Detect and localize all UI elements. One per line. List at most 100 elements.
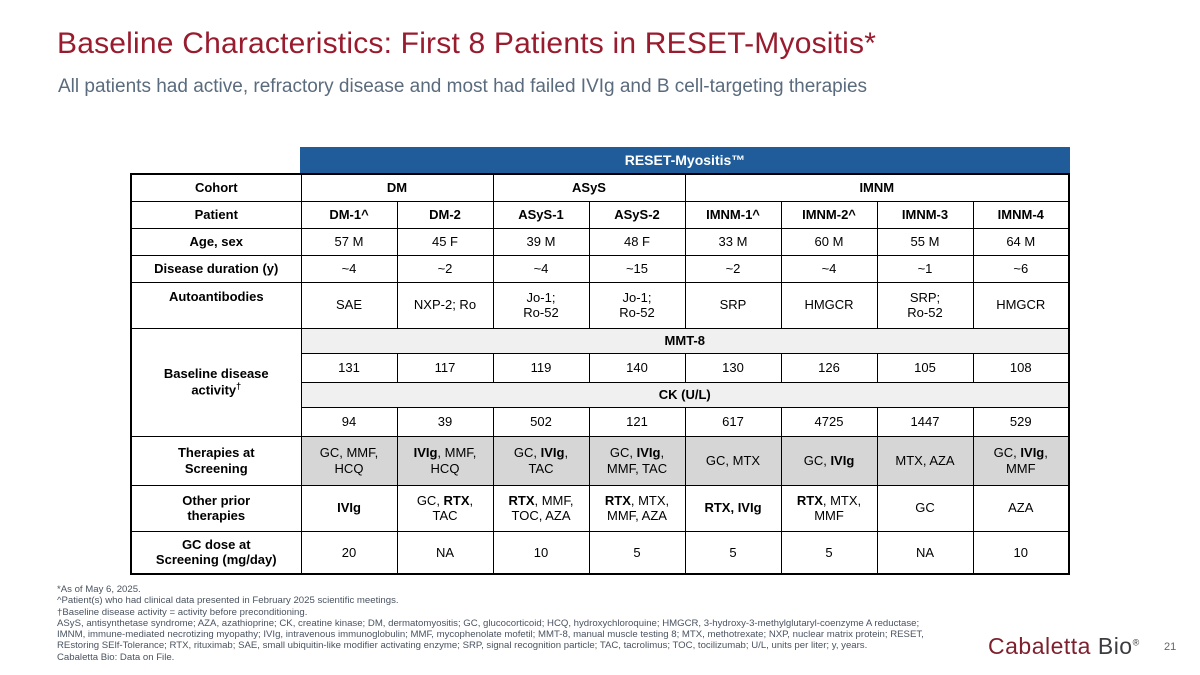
row-header-baseline-activity: Baseline disease activity† [130,327,302,437]
footnote-line: †Baseline disease activity = activity be… [57,606,308,618]
therapy-text: GC, MTX [705,452,761,468]
patient-cell: ASyS-1 [492,200,590,229]
registered-trademark-icon: ® [1132,637,1140,648]
table-row-other-prior-therapies: Other prior therapies IVIg GC, RTX, TAC … [130,484,1070,532]
prior-therapy-cell: GC, RTX, TAC [396,484,494,532]
logo-text-bio: Bio [1097,633,1133,659]
footnote-line: Cabaletta Bio: Data on File. [57,651,175,663]
mmt8-band-label: MMT-8 [300,327,1070,354]
therapy-text-bold: IVIg [636,445,661,461]
duration-cell: ~1 [876,254,974,283]
mmt8-cell: 140 [588,352,686,383]
prior-therapy-cell: AZA [972,484,1070,532]
therapy-text: GC, [513,445,541,461]
autoantibody-cell: NXP-2; Ro [396,281,494,329]
gc-dose-cell: 10 [972,530,1070,575]
therapy-text-bold: RTX [508,492,535,508]
footnote-line: ASyS, antisynthetase syndrome; AZA, azat… [57,617,920,629]
autoantibody-cell: HMGCR [780,281,878,329]
ck-band-label: CK (U/L) [300,381,1070,408]
row-header-patient: Patient [130,200,302,229]
therapy-text-bold: RTX [604,492,631,508]
duration-cell: ~15 [588,254,686,283]
patient-cell: IMNM-4 [972,200,1070,229]
prior-therapy-cell: GC [876,484,974,532]
table-row-age-sex: Age, sex 57 M 45 F 39 M 48 F 33 M 60 M 5… [130,227,1070,256]
age-sex-cell: 60 M [780,227,878,256]
table-row-cohort: Cohort DM ASyS IMNM [130,173,1070,202]
autoantibody-cell: Jo-1; Ro-52 [492,281,590,329]
gc-dose-cell: 5 [780,530,878,575]
table-row-patient: Patient DM-1^ DM-2 ASyS-1 ASyS-2 IMNM-1^… [130,200,1070,229]
age-sex-cell: 39 M [492,227,590,256]
mmt8-cell: 105 [876,352,974,383]
prior-therapy-cell: RTX, IVIg [684,484,782,532]
mmt8-cell: 126 [780,352,878,383]
baseline-characteristics-table: Cohort DM ASyS IMNM Patient DM-1^ DM-2 A… [130,173,1071,575]
table-row-mmt8-band: Baseline disease activity† MMT-8 [130,327,1070,437]
duration-cell: ~6 [972,254,1070,283]
therapy-text: , MMF [1005,445,1048,476]
therapy-cell: GC, MMF, HCQ [300,435,398,486]
therapy-text: GC, [803,452,831,468]
table-row-therapies-at-screening: Therapies at Screening GC, MMF, HCQ IVIg… [130,435,1070,486]
therapy-text: GC, MMF, HCQ [319,445,379,476]
table-row-mmt8-values: 131 117 119 140 130 126 105 108 [131,352,1070,383]
footnote-line: REstoring SElf-Tolerance; RTX, rituximab… [57,640,868,652]
table-banner-reset-myositis: RESET-Myositis™ [300,147,1070,173]
autoantibody-cell: HMGCR [972,281,1070,329]
therapy-cell: IVIg, MMF, HCQ [396,435,494,486]
therapy-cell: MTX, AZA [876,435,974,486]
age-sex-cell: 45 F [396,227,494,256]
duration-cell: ~4 [300,254,398,283]
ck-cell: 502 [492,406,590,437]
ck-cell: 94 [300,406,398,437]
gc-dose-cell: 5 [588,530,686,575]
table-row-gc-dose: GC dose at Screening (mg/day) 20 NA 10 5… [130,530,1070,575]
table-row-disease-duration: Disease duration (y) ~4 ~2 ~4 ~15 ~2 ~4 … [130,254,1070,283]
ck-cell: 4725 [780,406,878,437]
mmt8-cell: 131 [300,352,398,383]
therapy-text: GC, [993,445,1021,461]
patient-cell: DM-1^ [300,200,398,229]
therapy-text: , MMF, HCQ [430,445,477,476]
age-sex-cell: 48 F [588,227,686,256]
gc-dose-cell: NA [876,530,974,575]
therapy-text: , TAC [528,445,569,476]
baseline-activity-label: Baseline disease activity [163,366,269,398]
row-header-gc-dose: GC dose at Screening (mg/day) [130,530,302,575]
therapy-text: MTX, AZA [895,452,955,468]
prior-therapy-cell: IVIg [300,484,398,532]
patient-cell: ASyS-2 [588,200,686,229]
therapy-text: GC [915,500,935,516]
prior-therapy-cell: RTX, MTX, MMF [780,484,878,532]
prior-therapy-cell: RTX, MMF, TOC, AZA [492,484,590,532]
autoantibody-cell: SRP; Ro-52 [876,281,974,329]
footnote-line: *As of May 6, 2025. [57,584,141,595]
therapy-cell: GC, IVIg, TAC [492,435,590,486]
therapy-text-bold: RTX [443,492,470,508]
duration-cell: ~4 [780,254,878,283]
therapy-text: , MMF, TAC [606,445,668,476]
mmt8-cell: 130 [684,352,782,383]
mmt8-cell: 108 [972,352,1070,383]
cabaletta-bio-logo: Cabaletta Bio® [988,633,1140,660]
gc-dose-cell: NA [396,530,494,575]
ck-cell: 39 [396,406,494,437]
logo-text-cabaletta: Cabaletta [988,633,1098,659]
patient-cell: DM-2 [396,200,494,229]
therapy-cell: GC, IVIg [780,435,878,486]
duration-cell: ~4 [492,254,590,283]
footnote-line: ^Patient(s) who had clinical data presen… [57,595,399,607]
autoantibody-cell: SRP [684,281,782,329]
patient-cell: IMNM-3 [876,200,974,229]
mmt8-cell: 117 [396,352,494,383]
prior-therapy-cell: RTX, MTX, MMF, AZA [588,484,686,532]
patient-cell: IMNM-1^ [684,200,782,229]
duration-cell: ~2 [684,254,782,283]
therapy-text-bold: RTX, IVIg [704,500,762,516]
ck-cell: 121 [588,406,686,437]
therapy-text-bold: RTX [796,492,823,508]
age-sex-cell: 57 M [300,227,398,256]
ck-cell: 529 [972,406,1070,437]
